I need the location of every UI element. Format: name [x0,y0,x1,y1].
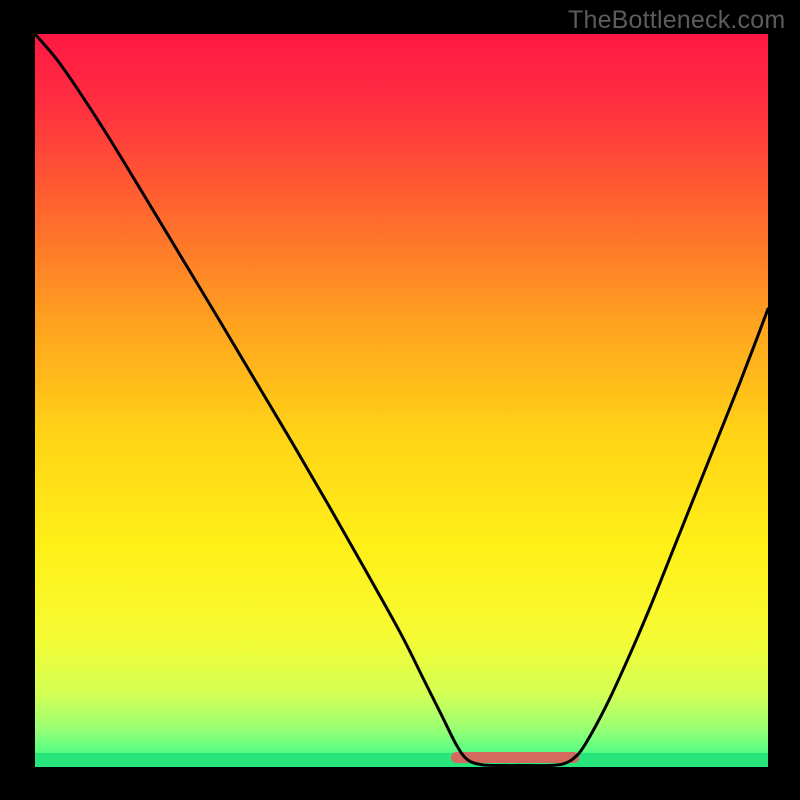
chart-floor-band [35,753,768,767]
bottleneck-chart [0,0,800,800]
chart-svg [0,0,800,800]
chart-background [35,34,768,767]
watermark-label: TheBottleneck.com [568,6,785,35]
